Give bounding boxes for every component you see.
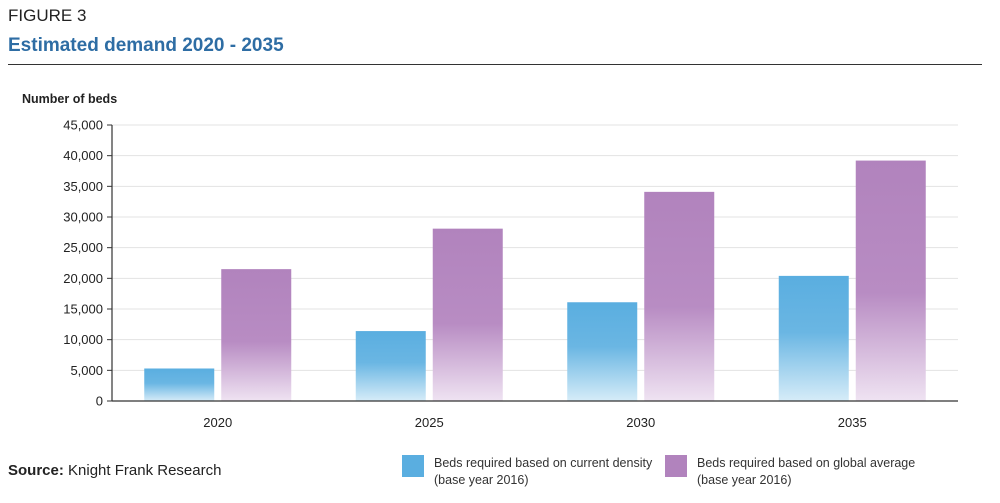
bar-chart: Number of beds 0 5,000 10,000 15,000 20,000 2… [22, 92, 958, 430]
bar-current-density [144, 368, 215, 401]
bar-global-average [644, 191, 715, 401]
y-tick-label: 35,000 [63, 179, 103, 194]
x-tick-label: 2020 [203, 415, 232, 430]
y-tick-label: 30,000 [63, 210, 103, 225]
source-note: Source: Knight Frank Research [8, 462, 221, 479]
legend-swatch-blue [402, 455, 424, 477]
x-tick-label: 2025 [415, 415, 444, 430]
source-text: Knight Frank Research [68, 462, 222, 479]
bar-current-density [355, 331, 426, 401]
bar-global-average [855, 160, 926, 401]
legend-label: Beds required based on global average (b… [697, 456, 916, 487]
y-axis-title: Number of beds [22, 92, 117, 106]
chart-title: Estimated demand 2020 - 2035 [8, 35, 284, 56]
x-tick-label: 2030 [626, 415, 655, 430]
figure-label: FIGURE 3 [8, 6, 87, 25]
y-tick-label: 10,000 [63, 332, 103, 347]
bar-global-average [221, 269, 292, 401]
y-tick-label: 20,000 [63, 271, 103, 286]
y-tick-label: 15,000 [63, 302, 103, 317]
source-prefix: Source: [8, 462, 64, 479]
legend-swatch-purple [665, 455, 687, 477]
x-tick-label: 2035 [838, 415, 867, 430]
legend-item-global-average: Beds required based on global average (b… [665, 455, 922, 489]
y-tick-label: 5,000 [70, 363, 103, 378]
bar-global-average [432, 228, 503, 401]
legend-label: Beds required based on current density (… [434, 456, 653, 487]
y-tick-label: 40,000 [63, 148, 103, 163]
y-tick-label: 45,000 [63, 118, 103, 133]
title-divider [8, 64, 982, 65]
y-tick-label: 0 [96, 394, 103, 409]
bar-current-density [567, 302, 638, 401]
legend-item-current-density: Beds required based on current density (… [402, 455, 659, 489]
bar-current-density [778, 275, 849, 401]
y-tick-label: 25,000 [63, 240, 103, 255]
